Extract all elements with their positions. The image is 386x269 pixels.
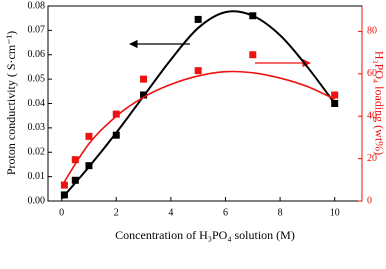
data-point [60,181,68,189]
y-tick-label: 0.02 [28,147,46,158]
y2-tick-label: 20 [367,153,377,164]
x-tick-label: 4 [168,207,173,218]
data-point [71,156,79,164]
y-tick-label: 0.08 [28,0,46,11]
data-point [71,176,79,184]
y-tick-label: 0.04 [28,98,46,109]
data-point [331,91,339,99]
y-axis-label: Proton conductivity ( S·cm⁻¹) [4,31,18,175]
x-tick-label: 6 [223,207,228,218]
data-point [85,132,93,140]
y2-tick-label: 80 [367,26,377,37]
plot-frame [47,5,363,202]
y2-tick-label: 60 [367,68,377,79]
y2-tick-label: 0 [367,195,372,206]
data-point [249,51,257,59]
x-tick-label: 2 [114,207,119,218]
y-tick-label: 0.00 [28,195,46,206]
x-tick-label: 10 [330,207,340,218]
y-tick-label: 0.07 [28,25,46,36]
x-tick-label: 8 [278,207,283,218]
data-point [112,131,120,139]
data-point [194,15,202,23]
data-point [112,110,120,118]
y2-axis-label: H₃PO₄ loading (wt%) [372,51,386,155]
y-tick-label: 0.03 [28,122,46,133]
y2-tick-label: 40 [367,111,377,122]
y-tick-label: 0.06 [28,49,46,60]
data-point [194,67,202,75]
data-point [140,75,148,83]
y-tick-label: 0.01 [28,171,46,182]
x-axis-label: Concentration of H₃PO₄ solution (M) [115,228,295,242]
fit-curve [60,10,336,200]
y-tick-label: 0.05 [28,73,46,84]
x-tick-label: 0 [59,207,64,218]
fit-curve [60,70,336,187]
